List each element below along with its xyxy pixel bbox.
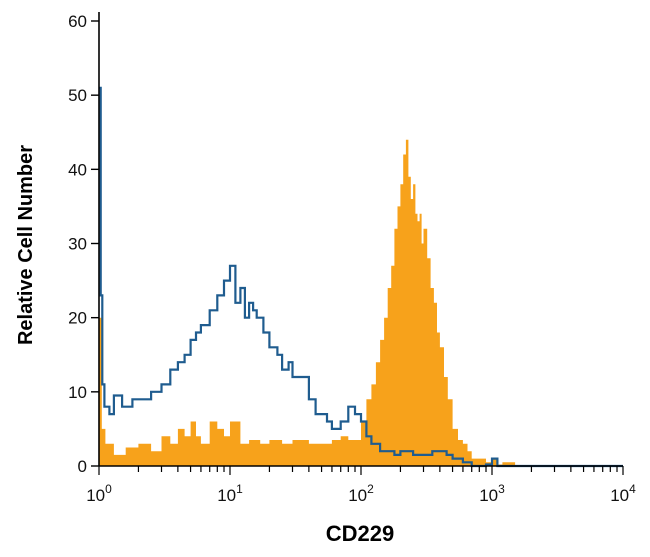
ticks-layer: 0 10 20 30 40 50 60 100 101 102 103 104 [68, 12, 636, 505]
y-tick-label: 30 [68, 235, 87, 254]
x-tick-label: 102 [348, 482, 374, 505]
x-tick-label: 101 [217, 482, 243, 505]
x-axis-title: CD229 [326, 521, 394, 546]
series-layer [99, 86, 623, 468]
x-tick-label: 104 [610, 482, 636, 505]
y-tick-label: 20 [68, 309, 87, 328]
y-axis-title: Relative Cell Number [15, 145, 37, 345]
x-tick-label: 100 [86, 482, 112, 505]
axes-layer [98, 12, 623, 467]
y-tick-label: 50 [68, 86, 87, 105]
y-tick-label: 40 [68, 160, 87, 179]
x-tick-label: 103 [479, 482, 505, 505]
y-tick-label: 0 [78, 457, 87, 476]
outline-histogram [99, 86, 623, 468]
y-tick-label: 60 [68, 12, 87, 31]
y-tick-label: 10 [68, 383, 87, 402]
